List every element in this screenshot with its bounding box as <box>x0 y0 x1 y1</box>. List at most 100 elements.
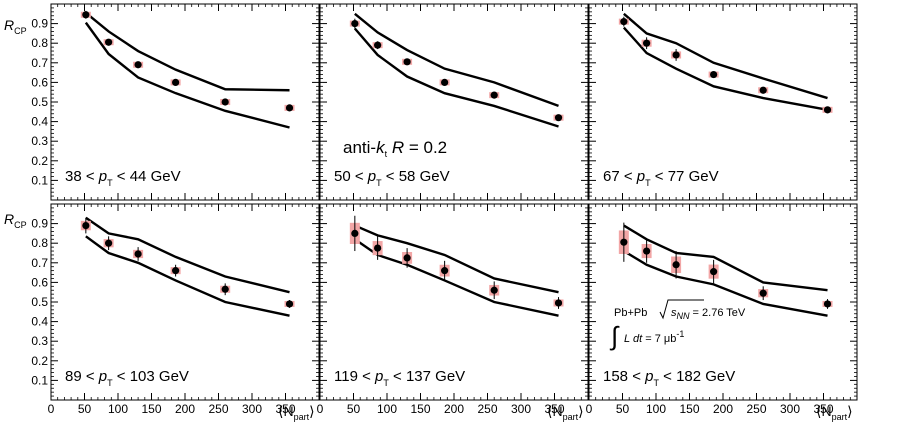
data-point <box>285 300 294 308</box>
x-tick-label: 200 <box>713 402 733 416</box>
x-tick-label: 0 <box>317 402 324 416</box>
pt-low: 89 < <box>65 368 99 385</box>
collision-info: Pb+Pb sNN = 2.76 TeV ∫ L dt = 7 μb-1 <box>609 299 746 351</box>
x-tick-label: 100 <box>108 402 128 416</box>
x-tick-label: 100 <box>646 402 666 416</box>
collision-system-label: Pb+Pb <box>614 307 647 319</box>
data-point <box>759 86 767 94</box>
pt-symbol: p <box>636 168 645 185</box>
pt-high: < 182 GeV <box>659 368 735 385</box>
pt-low: 119 < <box>334 368 375 385</box>
data-point <box>221 285 229 293</box>
band-lower-line <box>354 238 559 317</box>
band-upper-line <box>623 224 828 292</box>
y-tick-label: 0.9 <box>31 17 48 31</box>
x-tick-label: 350 <box>813 402 833 416</box>
pt-range-label: 158 < pT < 182 GeV <box>603 368 735 388</box>
panel-2: 50 < pT < 58 GeV <box>319 3 589 201</box>
y-tick-label: 0.3 <box>31 134 48 148</box>
data-point <box>403 254 411 262</box>
pt-subscript: T <box>107 378 113 388</box>
pt-high: < 77 GeV <box>651 168 719 185</box>
band-upper-line <box>354 224 559 294</box>
panel-1: 0.1 0.2 0.3 0.4 0.5 0.6 0.7 0.8 0.9 38 < pT < 44 … <box>31 3 320 201</box>
band-upper-line <box>623 12 828 100</box>
pt-low: 50 < <box>334 168 368 185</box>
data-point <box>823 106 832 114</box>
band-lower-line <box>622 26 828 112</box>
x-tick-label: 50 <box>347 402 361 416</box>
pt-range-label: 50 < pT < 58 GeV <box>334 168 450 188</box>
data-point <box>620 238 628 246</box>
data-point <box>374 244 382 252</box>
y-tick-label: 0.6 <box>31 75 48 89</box>
pt-subscript: T <box>383 378 389 388</box>
x-tick-label: 350 <box>275 402 295 416</box>
panel-6: 0 50 100 150 200 250 300 350 158 < pT < 182 GeV <box>586 203 858 416</box>
panels-group: 0.10.20.30.40.50.60.70.80.938 < pT < 44 … <box>31 3 858 416</box>
data-point <box>643 247 651 255</box>
y-tick-label: 0.5 <box>31 95 48 109</box>
data-point <box>490 91 498 99</box>
x-tick-label: 150 <box>141 402 161 416</box>
jet-algorithm-label: anti-kt R = 0.2 <box>343 138 447 159</box>
x-axis-title-2: ⟨Npart⟩ <box>547 403 584 422</box>
pt-high: < 137 GeV <box>389 368 465 385</box>
data-point <box>554 299 563 307</box>
y-tick-label: 0.8 <box>31 36 48 50</box>
data-point <box>82 11 90 19</box>
x-tick-label: 200 <box>444 402 464 416</box>
pt-symbol: p <box>374 368 383 385</box>
y-tick-label: 0.1 <box>31 373 48 387</box>
data-point <box>82 221 90 230</box>
data-point <box>374 41 382 49</box>
y-tick-label: 0.6 <box>31 275 48 289</box>
data-point <box>134 61 142 69</box>
data-point <box>441 78 449 86</box>
pt-symbol: p <box>98 368 107 385</box>
pt-symbol: p <box>98 168 107 185</box>
pt-symbol: p <box>367 168 376 185</box>
x-tick-label: 0 <box>48 402 55 416</box>
pt-subscript: T <box>645 178 651 188</box>
energy-label: sNN = 2.76 TeV <box>671 307 746 321</box>
x-tick-label: 300 <box>780 402 800 416</box>
pt-low: 38 < <box>65 168 99 185</box>
data-point <box>403 58 411 66</box>
y-tick-label: 0.3 <box>31 334 48 348</box>
panel-4: 0.1 0.2 0.3 0.4 0.5 0.6 0.7 0.8 0.9 0 50 100 150 200 2… <box>31 203 320 416</box>
x-tick-label: 250 <box>746 402 766 416</box>
y-tick-label: 0.1 <box>31 173 48 187</box>
y-tick-label: 0.7 <box>31 56 48 70</box>
data-point <box>105 239 113 247</box>
pt-low: 158 < <box>603 368 645 385</box>
luminosity-label: L dt = 7 μb-1 <box>624 329 684 345</box>
x-tick-label: 50 <box>78 402 92 416</box>
data-point <box>823 300 832 308</box>
integral-symbol: ∫ <box>609 321 620 351</box>
x-tick-label: 350 <box>544 402 564 416</box>
pt-range-label: 67 < pT < 77 GeV <box>603 168 719 188</box>
sqrt-symbol <box>659 299 704 320</box>
y-tick-label: 0.2 <box>31 154 48 168</box>
data-point <box>620 18 628 26</box>
band-lower-line <box>353 27 559 128</box>
data-point <box>351 20 359 28</box>
pt-high: < 44 GeV <box>113 168 181 185</box>
band-upper-line <box>85 11 290 92</box>
data-point <box>759 289 767 297</box>
data-point <box>710 70 718 79</box>
x-axis-title-3: ⟨Npart⟩ <box>816 403 853 422</box>
pt-low: 67 < <box>603 168 637 185</box>
x-tick-label: 200 <box>175 402 195 416</box>
data-point <box>490 286 498 294</box>
x-tick-label: 100 <box>377 402 397 416</box>
panel-3: 67 < pT < 77 GeV <box>588 3 858 201</box>
band-upper-line <box>85 216 290 294</box>
data-point <box>710 268 718 276</box>
data-point <box>554 114 563 122</box>
data-point <box>672 51 680 59</box>
band-lower-line <box>623 250 828 317</box>
y-tick-label: 0.9 <box>31 217 48 231</box>
pt-high: < 103 GeV <box>113 368 189 385</box>
